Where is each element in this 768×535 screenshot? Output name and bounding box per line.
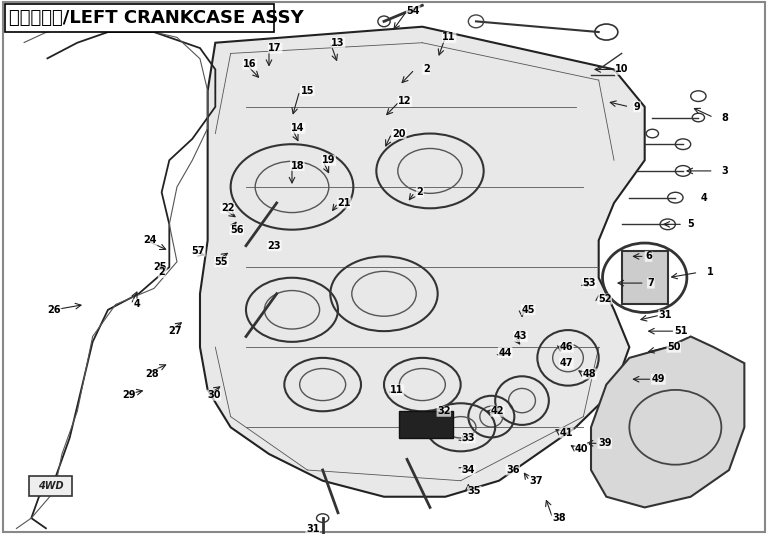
Text: 1: 1 <box>707 268 713 278</box>
Text: 11: 11 <box>390 385 404 395</box>
Text: 31: 31 <box>659 310 672 320</box>
Text: 14: 14 <box>291 123 305 133</box>
Text: 24: 24 <box>144 235 157 246</box>
Polygon shape <box>200 27 644 496</box>
Text: 28: 28 <box>146 369 159 379</box>
Text: 8: 8 <box>722 112 729 123</box>
Text: 4: 4 <box>134 300 141 309</box>
Text: 47: 47 <box>560 358 573 368</box>
Text: 50: 50 <box>667 342 680 352</box>
Text: 23: 23 <box>267 241 281 251</box>
Text: 6: 6 <box>645 251 652 262</box>
Text: 48: 48 <box>583 369 596 379</box>
Text: 18: 18 <box>290 160 304 171</box>
FancyBboxPatch shape <box>5 4 274 32</box>
Text: 9: 9 <box>634 102 641 112</box>
Text: 12: 12 <box>398 96 412 106</box>
Text: 39: 39 <box>598 438 611 448</box>
Text: 16: 16 <box>243 59 257 69</box>
Text: 41: 41 <box>560 427 573 438</box>
Text: 42: 42 <box>491 406 505 416</box>
Text: 25: 25 <box>154 262 167 272</box>
Text: 2: 2 <box>158 268 165 278</box>
Text: 13: 13 <box>331 38 345 48</box>
Text: 54: 54 <box>406 6 420 16</box>
Text: 4WD: 4WD <box>38 481 63 491</box>
Text: 33: 33 <box>462 433 475 443</box>
Text: 17: 17 <box>268 43 282 53</box>
Text: 5: 5 <box>687 219 694 230</box>
Text: 3: 3 <box>722 166 729 176</box>
Text: 4: 4 <box>701 193 708 203</box>
Text: 左曲轴箱组/LEFT CRANKCASE ASSY: 左曲轴箱组/LEFT CRANKCASE ASSY <box>8 9 303 27</box>
Text: 36: 36 <box>506 465 520 475</box>
Text: 2: 2 <box>423 64 429 74</box>
Text: 20: 20 <box>392 128 406 139</box>
Text: 53: 53 <box>583 278 596 288</box>
Text: 7: 7 <box>647 278 654 288</box>
Text: 27: 27 <box>169 326 182 336</box>
FancyBboxPatch shape <box>28 476 72 496</box>
Text: 11: 11 <box>442 33 456 42</box>
Polygon shape <box>591 337 744 507</box>
Bar <box>621 251 667 304</box>
Text: 37: 37 <box>529 476 542 486</box>
Text: 51: 51 <box>675 326 688 336</box>
Text: 26: 26 <box>48 305 61 315</box>
Text: 43: 43 <box>514 332 527 341</box>
Bar <box>399 411 453 438</box>
Text: 31: 31 <box>306 524 319 534</box>
Text: 30: 30 <box>207 390 220 400</box>
Text: 38: 38 <box>552 513 565 523</box>
Text: 32: 32 <box>437 406 451 416</box>
Text: 55: 55 <box>215 257 228 267</box>
Text: 49: 49 <box>652 374 665 384</box>
Text: 35: 35 <box>468 486 482 496</box>
Text: 40: 40 <box>575 444 588 454</box>
Text: 44: 44 <box>498 348 512 357</box>
Text: 10: 10 <box>615 64 628 74</box>
Text: 46: 46 <box>560 342 573 352</box>
Text: 21: 21 <box>337 198 351 208</box>
Text: 22: 22 <box>221 203 234 213</box>
Text: 57: 57 <box>192 246 205 256</box>
Text: 45: 45 <box>521 305 535 315</box>
Text: 15: 15 <box>300 86 314 96</box>
Text: 52: 52 <box>598 294 611 304</box>
Text: 19: 19 <box>322 155 336 165</box>
Text: 29: 29 <box>122 390 135 400</box>
Text: 34: 34 <box>462 465 475 475</box>
Text: 2: 2 <box>417 187 423 197</box>
Text: 56: 56 <box>230 225 243 235</box>
